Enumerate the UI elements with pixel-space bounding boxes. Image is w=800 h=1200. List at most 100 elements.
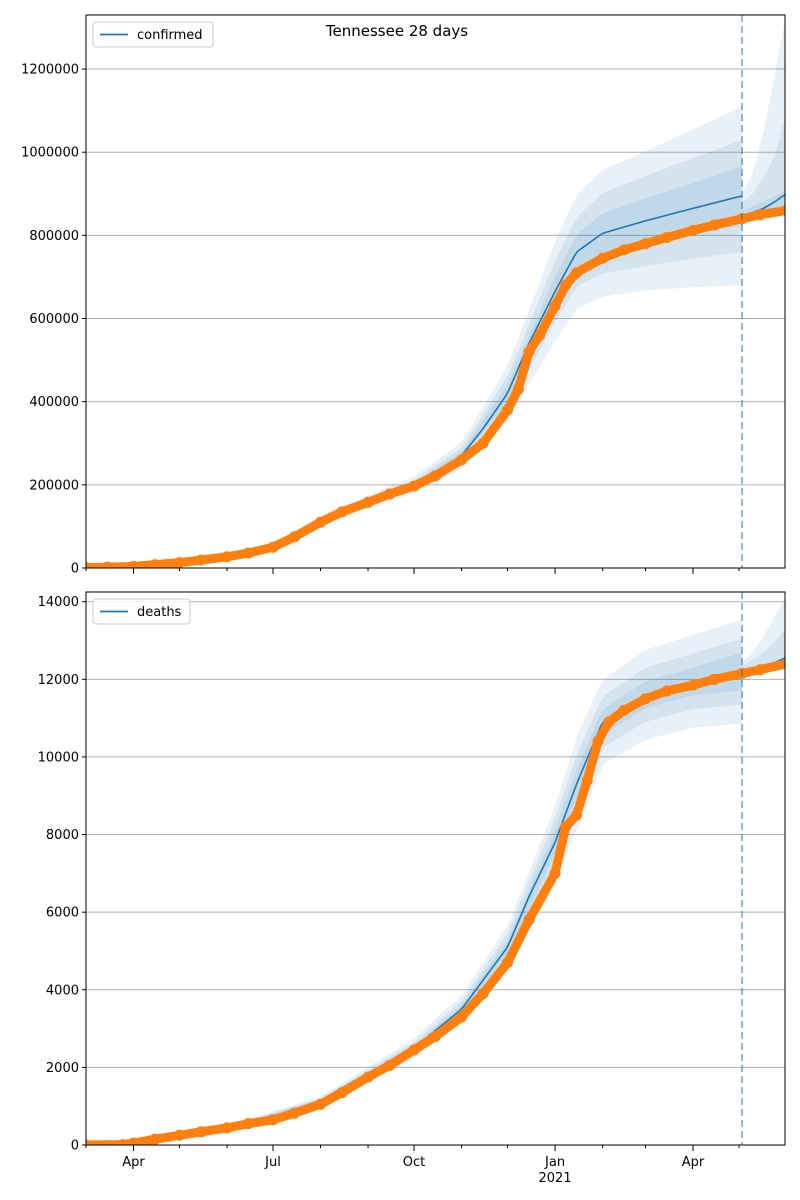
observed-point <box>781 205 785 216</box>
observed-point <box>384 1059 396 1071</box>
observed-point <box>362 496 374 508</box>
observed-point <box>549 867 561 879</box>
y-tick-label: 6000 <box>46 906 79 921</box>
observed-point <box>781 658 785 670</box>
plot-area <box>86 597 785 1145</box>
legend-label: deaths <box>137 605 182 620</box>
observed-point <box>430 1030 441 1042</box>
observed-point <box>267 541 279 553</box>
y-tick-label: 10000 <box>38 750 79 765</box>
mid-uncertainty-band <box>86 140 743 568</box>
observed-point <box>687 224 699 236</box>
observed-point <box>315 516 327 528</box>
observed-point <box>288 1107 300 1119</box>
legend-box <box>92 21 214 48</box>
y-tick-label: 14000 <box>38 595 79 610</box>
y-tick-label: 0 <box>71 562 79 577</box>
observed-point <box>221 551 233 563</box>
axes-frame <box>85 591 786 1146</box>
y-tick-label: 600000 <box>29 312 79 327</box>
y-tick-label: 400000 <box>29 395 79 410</box>
y-tick-label: 12000 <box>38 673 79 688</box>
observed-point <box>149 1133 161 1145</box>
observed-point <box>754 664 766 676</box>
y-tick-label: 800000 <box>29 229 79 244</box>
figure-title: Tennessee 28 days <box>325 22 468 40</box>
observed-point <box>661 685 673 697</box>
observed-point <box>502 404 514 416</box>
x-tick-label: Apr <box>122 1155 145 1170</box>
legend: deaths <box>92 598 191 625</box>
observed-point <box>502 957 514 969</box>
observed-point <box>456 454 468 466</box>
observed-point <box>195 1126 207 1138</box>
observed-point <box>315 1098 327 1110</box>
legend-label: confirmed <box>137 28 203 43</box>
y-tick-label: 1000000 <box>21 146 79 161</box>
legend: confirmed <box>92 21 214 48</box>
observed-point <box>661 231 673 243</box>
observed-point <box>336 506 348 518</box>
observed-point <box>549 300 561 312</box>
observed-point <box>267 1114 279 1126</box>
y-tick-label: 4000 <box>46 983 79 998</box>
observed-point <box>618 244 630 256</box>
observed-point <box>384 488 396 500</box>
observed-point <box>242 1118 254 1130</box>
observed-point <box>456 1011 468 1023</box>
observed-point <box>86 1139 92 1145</box>
mid-uncertainty-band <box>86 638 743 1145</box>
observed-point <box>101 561 113 568</box>
observed-point <box>560 279 572 291</box>
deaths-panel: 0 2000 4000 6000 8000 10000 12000 14000 Apr Jul Oc… <box>38 591 786 1186</box>
observed-point <box>581 774 593 786</box>
y-tick-label: 0 <box>71 1139 79 1154</box>
observed-point <box>221 1122 233 1134</box>
y-tick-label: 1200000 <box>21 63 79 78</box>
y-tick-label: 200000 <box>29 478 79 493</box>
observed-point <box>534 329 546 341</box>
x-tick-label: Jan <box>544 1155 565 1170</box>
observed-point <box>336 1087 348 1099</box>
outer-uncertainty-band <box>86 106 743 568</box>
observed-point <box>408 1044 420 1056</box>
observed-point <box>640 693 652 705</box>
observed-point <box>86 562 92 568</box>
observed-point <box>117 1139 129 1145</box>
observed-point <box>512 383 524 395</box>
observed-point <box>128 560 140 568</box>
observed-point <box>362 1071 374 1083</box>
observed-point <box>149 559 161 568</box>
x-tick-label: Apr <box>682 1155 705 1170</box>
forecast-mid-band <box>742 118 785 219</box>
observed-point <box>174 1129 186 1141</box>
observed-point <box>603 716 615 728</box>
observed-point <box>618 704 630 716</box>
legend-box <box>92 598 191 625</box>
outer-uncertainty-band <box>86 619 743 1145</box>
observed-point <box>174 557 186 568</box>
forecast-outer-band <box>742 597 785 674</box>
observed-point <box>523 914 535 926</box>
observed-point <box>477 988 489 1000</box>
observed-point <box>708 219 720 231</box>
observed-point <box>571 809 583 821</box>
observed-point <box>408 480 420 492</box>
observed-point <box>708 673 720 685</box>
observed-point <box>754 209 766 221</box>
forecast-outer-band <box>742 19 785 219</box>
x-tick-label: Jul <box>264 1155 281 1170</box>
observed-point <box>242 547 254 559</box>
x-tick-year-label: 2021 <box>539 1171 572 1186</box>
observed-point <box>640 238 652 250</box>
plot-area <box>86 19 785 568</box>
observed-point <box>128 1137 140 1145</box>
observed-point <box>687 679 699 691</box>
observed-point <box>195 554 207 566</box>
y-tick-label: 8000 <box>46 828 79 843</box>
y-tick-label: 2000 <box>46 1061 79 1076</box>
observed-point <box>597 252 609 264</box>
observed-point <box>477 437 489 449</box>
inner-uncertainty-band <box>86 652 743 1145</box>
